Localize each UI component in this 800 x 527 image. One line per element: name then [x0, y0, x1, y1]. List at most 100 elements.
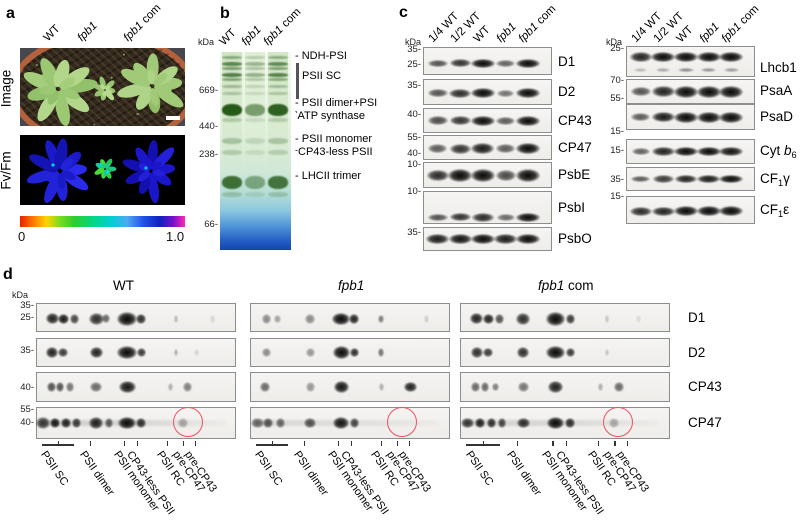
plant-leaf: [154, 84, 172, 94]
plant-leaf: [56, 90, 67, 107]
gel-band: [222, 62, 242, 66]
protein-spot: [45, 313, 59, 325]
panel-c-marker: 70-: [610, 75, 624, 86]
gel-band: [245, 176, 265, 189]
gel-band: [268, 78, 288, 81]
highlight-circle: [387, 407, 417, 438]
protein-spot: [423, 315, 429, 323]
plant-leaf: [145, 158, 154, 170]
protein-spot: [674, 175, 698, 183]
panel-d-antibody-label: CP47: [688, 415, 722, 430]
panel-b-marker: 440-: [198, 121, 218, 132]
plant-leaf: [26, 169, 57, 184]
panel-d-antibody-label: D2: [688, 344, 706, 360]
complex-tick: [304, 441, 306, 446]
protein-spot: [673, 111, 698, 123]
protein-spot: [565, 347, 575, 358]
annotation-text: PSII SC: [302, 70, 342, 82]
plant-leaf: [97, 167, 105, 172]
protein-spot: [613, 382, 624, 392]
antibody-label: Cyt b6: [760, 143, 797, 160]
label-segment: fpb1: [75, 19, 100, 44]
antibody-label: PsaA: [760, 83, 792, 98]
annotation-dash: -: [295, 50, 302, 62]
label-segment: WT: [113, 278, 134, 293]
gel-band: [245, 78, 265, 81]
panel-d-kda: kDa: [12, 290, 29, 300]
protein-spot: [498, 418, 506, 428]
panel-b-annotation: - NDH-PSI: [295, 50, 347, 62]
gel-band: [245, 138, 265, 144]
plant-leaf: [132, 76, 151, 87]
panel-a-lane-label: fpb1 com: [122, 2, 164, 44]
protein-spot: [250, 417, 264, 429]
protein-spot: [449, 143, 472, 154]
gel-band: [222, 138, 242, 144]
gel-band: [222, 73, 242, 77]
protein-spot: [495, 314, 505, 324]
plant-leaf: [153, 73, 168, 86]
label-segment: com: [564, 278, 594, 293]
gel-band: [245, 62, 265, 66]
plant-leaf: [151, 161, 162, 171]
protein-spot: [46, 347, 58, 358]
gel-band: [222, 150, 242, 155]
protein-spot: [565, 418, 576, 428]
protein-spot: [678, 68, 694, 73]
plant-leaf: [105, 90, 115, 101]
complex-tick: [351, 441, 353, 446]
plant-leaf: [152, 169, 165, 177]
panel-b-kda: kDa: [198, 37, 215, 47]
gel-band: [222, 67, 242, 70]
label-segment: Lhcb1: [760, 60, 797, 75]
panel-c-marker: 55-: [407, 132, 421, 143]
protein-spot: [71, 418, 81, 428]
protein-spot: [516, 212, 541, 222]
panel-c-marker: 10-: [407, 159, 421, 170]
plant-rosettes-photo: [23, 53, 184, 126]
panel-c-lane-label: fpb1: [697, 21, 721, 45]
panel-d-marker: 35-: [20, 345, 34, 356]
protein-spot: [349, 347, 359, 358]
protein-spot: [719, 147, 743, 156]
antibody-label: D1: [558, 54, 575, 69]
panel-d-title: WT: [113, 278, 134, 293]
protein-spot: [696, 85, 721, 98]
gel-band: [245, 67, 265, 70]
gel-band: [222, 118, 242, 122]
psii-sc-bracket-tick: [483, 441, 485, 445]
protein-spot: [651, 51, 676, 62]
blot-box: [250, 372, 450, 402]
protein-spot: [449, 213, 472, 222]
panel-d-letter: d: [3, 266, 13, 283]
protein-spot: [719, 51, 744, 62]
panel-d-marker: 55-: [20, 404, 34, 415]
label-segment: fpb1: [239, 23, 264, 48]
gel-band: [222, 78, 242, 81]
protein-spot: [496, 144, 516, 154]
label-segment: PsaA: [760, 83, 793, 98]
protein-spot: [174, 315, 178, 323]
label-segment: ε: [783, 202, 790, 217]
fvfm-colorbar: [20, 216, 185, 227]
protein-spot: [496, 89, 515, 97]
label-segment: PsbE: [558, 167, 591, 182]
protein-spot: [118, 380, 136, 394]
protein-spot: [90, 381, 102, 393]
protein-spot: [636, 315, 641, 323]
gel-band: [245, 104, 265, 116]
annotation-dash: -: [295, 145, 298, 155]
protein-spot: [516, 115, 541, 126]
psii-sc-range-bar: [296, 63, 299, 99]
protein-spot: [631, 112, 651, 122]
protein-spot: [605, 348, 609, 357]
fvfm-hotspot: [98, 163, 102, 167]
protein-spot: [349, 418, 359, 428]
protein-spot: [449, 116, 472, 125]
panel-c-letter: c: [399, 4, 408, 21]
annotation-dash: -: [295, 170, 302, 182]
protein-spot: [470, 169, 495, 183]
protein-spot: [333, 381, 349, 393]
